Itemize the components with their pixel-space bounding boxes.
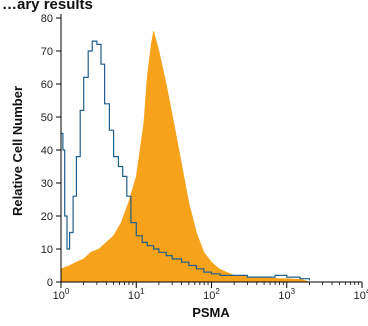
- filled-histogram-series: [60, 31, 310, 283]
- y-tick-label: 80: [41, 13, 53, 25]
- x-tick-label: 100: [53, 287, 70, 302]
- y-tick-label: 50: [41, 112, 53, 124]
- axes-layer: 0 10 20 30 40 50 60 70 80 100 101 102 103 104: [41, 13, 368, 302]
- y-tick-label: 70: [41, 46, 53, 58]
- y-tick-label: 40: [41, 145, 53, 157]
- x-axis-title: PSMA: [192, 305, 230, 320]
- y-tick-label: 20: [41, 211, 53, 223]
- series-layer: [60, 31, 310, 283]
- x-tick-label: 101: [128, 287, 145, 302]
- y-tick-label: 10: [41, 244, 53, 256]
- x-tick-label: 103: [278, 287, 295, 302]
- x-tick-label: 102: [203, 287, 220, 302]
- y-axis-title: Relative Cell Number: [10, 86, 25, 216]
- y-tick-label: 60: [41, 79, 53, 91]
- y-tick-label: 30: [41, 178, 53, 190]
- outline-histogram-series: [61, 40, 310, 281]
- x-tick-label: 104: [354, 287, 368, 302]
- chart-title: …ary results: [2, 0, 93, 13]
- y-tick-label: 0: [47, 277, 53, 289]
